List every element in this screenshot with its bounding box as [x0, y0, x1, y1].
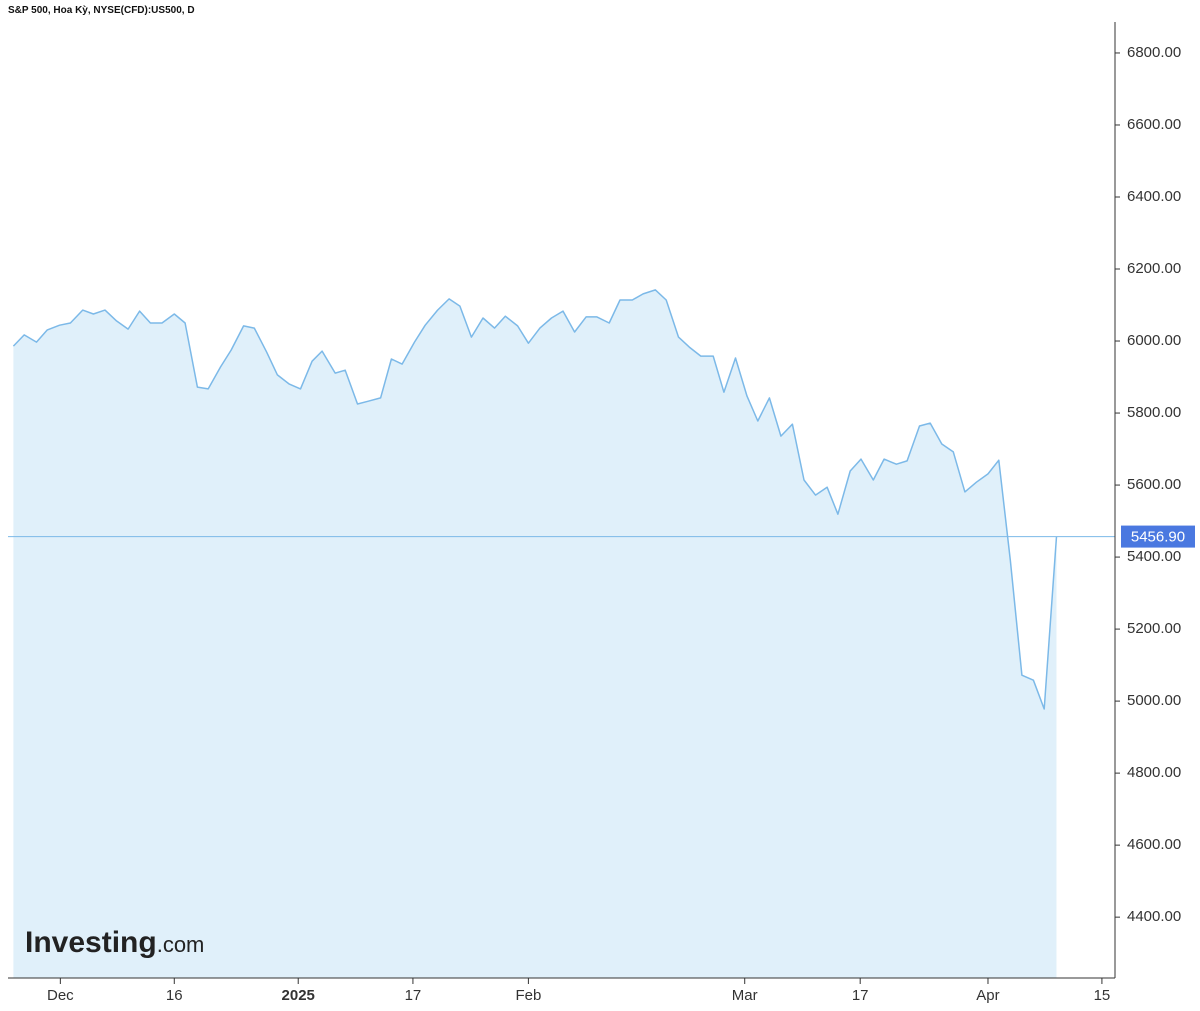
x-tick-label: Mar: [732, 987, 758, 1004]
chart-title: S&P 500, Hoa Kỳ, NYSE(CFD):US500, D: [8, 5, 195, 16]
y-tick-label: 5600.00: [1127, 476, 1181, 493]
logo-suffix: .com: [157, 932, 205, 957]
x-tick-label: Apr: [976, 987, 999, 1004]
logo-main: Investing: [25, 926, 157, 959]
x-tick-label: 2025: [282, 987, 315, 1004]
last-price-tag: [1121, 525, 1195, 548]
y-tick-label: 4600.00: [1127, 836, 1181, 853]
y-tick-label: 5400.00: [1127, 548, 1181, 565]
logo: Investing.com: [25, 926, 204, 959]
y-tick-label: 6600.00: [1127, 116, 1181, 133]
y-tick-label: 6000.00: [1127, 332, 1181, 349]
x-tick-label: 16: [166, 987, 183, 1004]
y-tick-label: 4800.00: [1127, 764, 1181, 781]
area-fill: [13, 289, 1057, 978]
y-tick-label: 6200.00: [1127, 260, 1181, 277]
x-tick-label: 17: [852, 987, 869, 1004]
y-tick-label: 6400.00: [1127, 188, 1181, 205]
y-tick-label: 5800.00: [1127, 404, 1181, 421]
y-tick-label: 4400.00: [1127, 908, 1181, 925]
last-price-label: 5456.90: [1131, 529, 1185, 546]
x-tick-label: Dec: [47, 987, 74, 1004]
x-tick-label: 17: [405, 987, 422, 1004]
y-tick-label: 6800.00: [1127, 44, 1181, 61]
y-tick-label: 5000.00: [1127, 692, 1181, 709]
y-tick-label: 5200.00: [1127, 620, 1181, 637]
x-tick-label: 15: [1094, 987, 1111, 1004]
price-line: [12, 289, 1058, 710]
x-tick-label: Feb: [515, 987, 541, 1004]
